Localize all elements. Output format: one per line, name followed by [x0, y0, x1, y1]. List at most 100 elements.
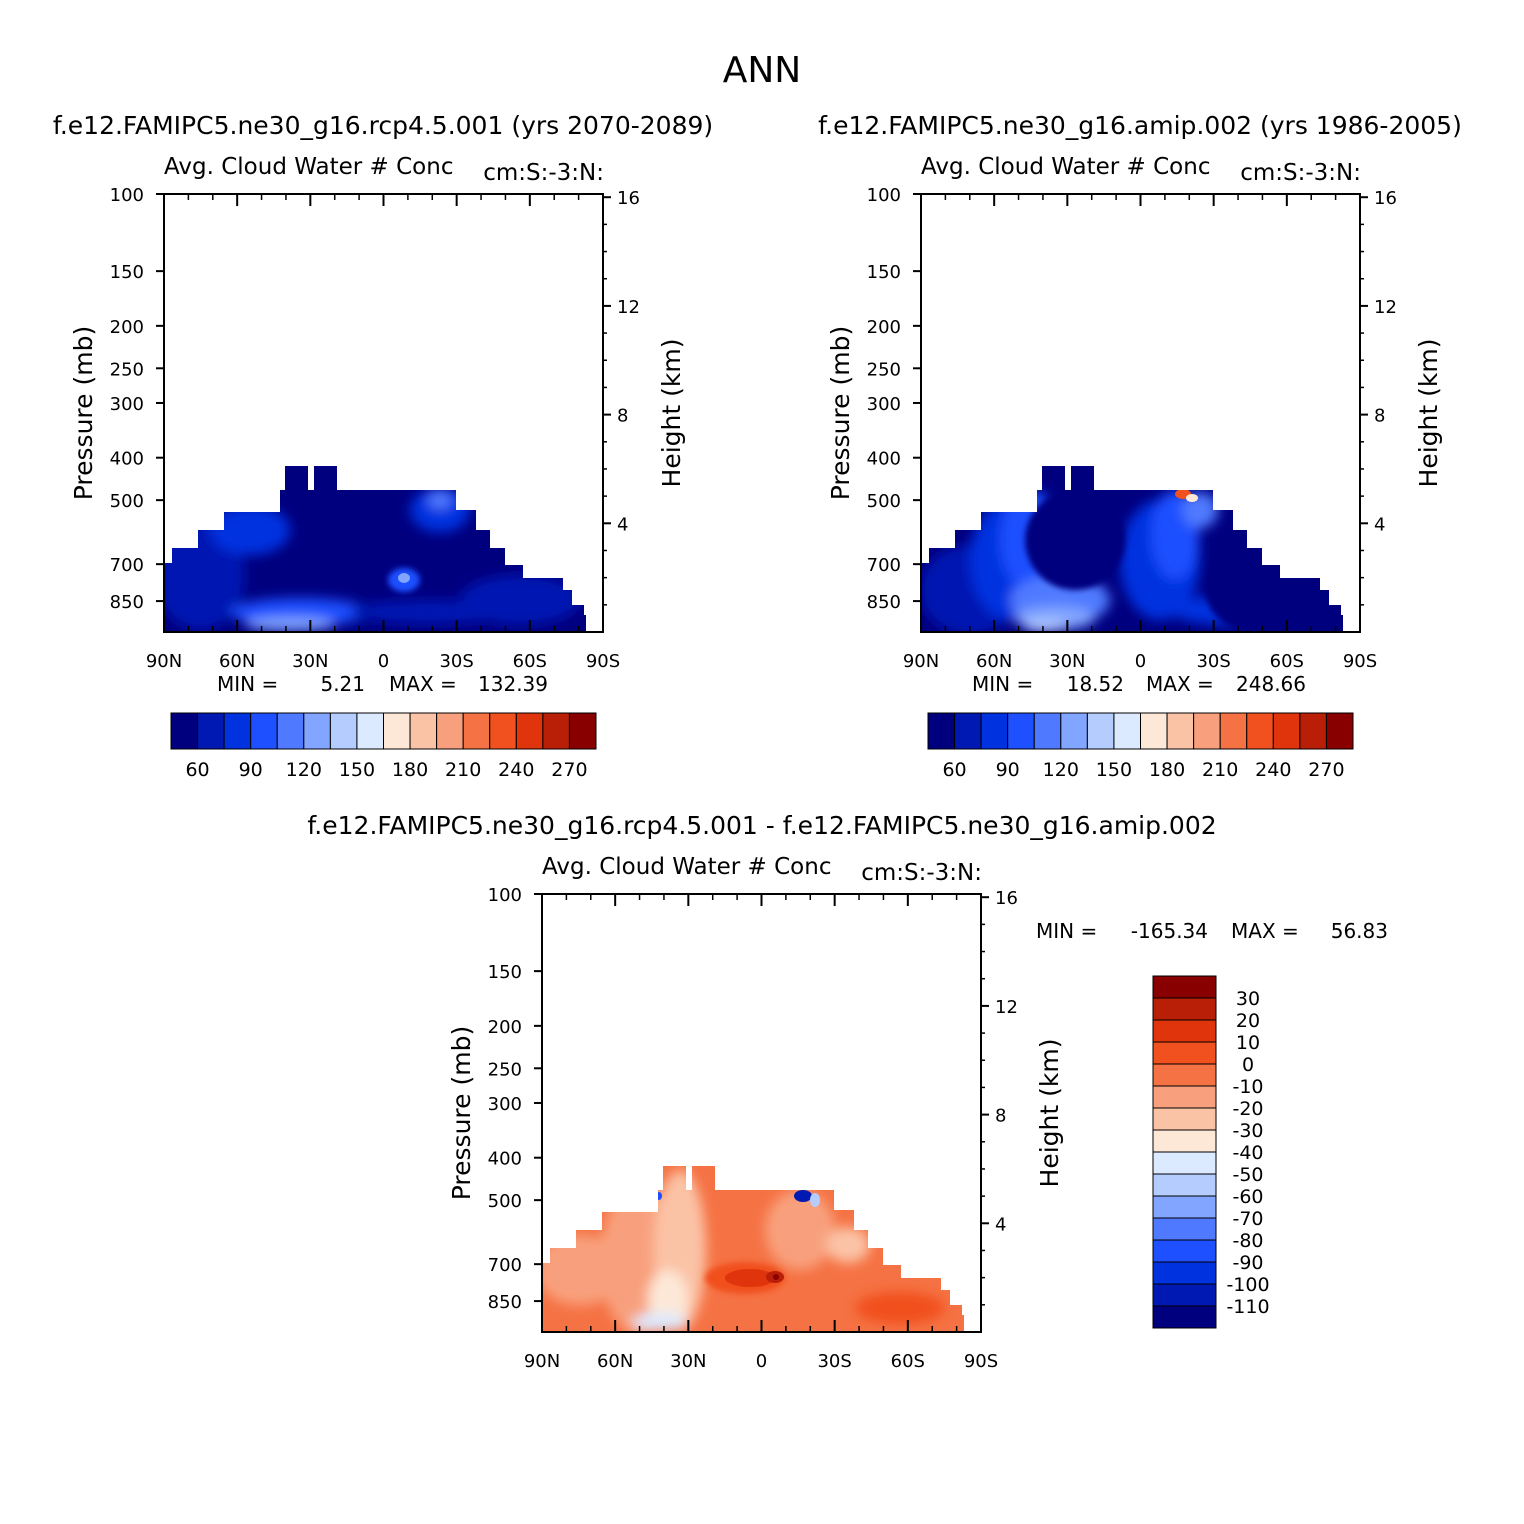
latitude-tick-label: 60S	[1270, 651, 1304, 672]
colorbar: 60 90 120 150 180 210 240 270	[927, 712, 1354, 781]
colorbar-box	[1033, 712, 1062, 750]
pressure-tick-label: 250	[110, 359, 144, 380]
contour-field	[164, 466, 586, 632]
variable-label: Avg. Cloud Water # Conc	[921, 154, 1210, 180]
latitude-tick-label: 90N	[146, 651, 182, 672]
height-tick-label: 16	[617, 188, 640, 209]
pressure-tick-label: 700	[488, 1255, 522, 1276]
pressure-tick-label: 150	[867, 262, 901, 283]
latitude-tick-label: 30S	[439, 651, 473, 672]
latitude-tick-label: 0	[378, 651, 389, 672]
colorbar-label: -20	[1232, 1098, 1263, 1120]
colorbar-box	[409, 712, 438, 750]
colorbar-box	[1152, 1173, 1217, 1197]
colorbar-box	[568, 712, 597, 750]
pressure-tick-label: 400	[867, 449, 901, 470]
variable-label: Avg. Cloud Water # Conc	[542, 854, 831, 880]
pressure-tick-label: 100	[867, 185, 901, 206]
contour-region	[765, 1190, 835, 1270]
units-label: cm:S:-3:N:	[483, 160, 604, 186]
colorbar-label: 210	[445, 759, 481, 781]
colorbar-label: 90	[996, 759, 1020, 781]
contour-region	[773, 1274, 779, 1280]
colorbar-label: 60	[942, 759, 966, 781]
pressure-tick-label: 200	[867, 317, 901, 338]
colorbar-label: 120	[286, 759, 322, 781]
colorbar-box	[223, 712, 252, 750]
colorbar-box	[1152, 1261, 1217, 1285]
pressure-tick-label: 500	[110, 491, 144, 512]
pressure-tick-label: 300	[110, 394, 144, 415]
height-tick-label: 4	[1374, 514, 1385, 535]
pressure-axis: 100 150 200 250 300 400 500 700 850	[488, 885, 542, 1313]
pressure-tick-label: 100	[488, 885, 522, 906]
colorbar-box	[303, 712, 331, 750]
pressure-tick-label: 700	[867, 555, 901, 576]
colorbar-label: 60	[185, 759, 209, 781]
colorbar-label: 0	[1242, 1054, 1254, 1076]
contour-region	[1186, 494, 1198, 502]
latitude-axis: 90N 60N 30N 0 30S 60S 90S	[524, 894, 998, 1372]
colorbar-label: 120	[1043, 759, 1079, 781]
y2-axis-label: Height (km)	[1035, 1039, 1064, 1188]
colorbar-label: -110	[1226, 1296, 1269, 1318]
min-value: 5.21	[320, 672, 365, 696]
min-value: 18.52	[1067, 672, 1124, 696]
latitude-axis: 90N 60N 30N 0 30S 60S 90S	[903, 194, 1377, 672]
contour-region	[855, 1292, 945, 1324]
colorbar-box	[329, 712, 358, 750]
colorbar-box	[1152, 1063, 1217, 1087]
colorbar-box	[1272, 712, 1301, 750]
pressure-tick-label: 200	[488, 1017, 522, 1038]
pressure-tick-label: 250	[488, 1059, 522, 1080]
pressure-axis: 100 150 200 250 300 400 500 700 850	[867, 185, 921, 613]
latitude-tick-label: 0	[756, 1351, 767, 1372]
colorbar-label: 270	[1308, 759, 1344, 781]
colorbar-label: 20	[1236, 1010, 1260, 1032]
pressure-axis: 100 150 200 250 300 400 500 700 850	[110, 185, 164, 613]
colorbar-label: -70	[1232, 1208, 1263, 1230]
colorbar-box	[170, 712, 199, 750]
units-label: cm:S:-3:N:	[1240, 160, 1361, 186]
contour-region	[826, 1227, 870, 1263]
height-axis: 16 12 8 4	[1360, 188, 1397, 606]
max-value: 132.39	[478, 672, 548, 696]
height-axis: 16 12 8 4	[981, 888, 1018, 1306]
colorbar-box	[197, 712, 225, 750]
colorbar-box	[1299, 712, 1327, 750]
latitude-tick-label: 60S	[891, 1351, 925, 1372]
contour-region	[725, 1269, 775, 1287]
y-axis-label: Pressure (mb)	[447, 1026, 476, 1200]
height-tick-label: 12	[617, 297, 640, 318]
colorbar-box	[1060, 712, 1088, 750]
colorbar-box	[1152, 1217, 1217, 1241]
colorbar-box	[1152, 997, 1217, 1021]
panel-model: f.e12.FAMIPC5.ne30_g16.rcp4.5.001 (yrs 2…	[53, 111, 713, 781]
y-axis-label: Pressure (mb)	[69, 326, 98, 500]
contour-region	[632, 1313, 688, 1331]
latitude-tick-label: 0	[1135, 651, 1146, 672]
variable-label: Avg. Cloud Water # Conc	[164, 154, 453, 180]
latitude-tick-label: 90N	[524, 1351, 560, 1372]
pressure-tick-label: 850	[488, 1292, 522, 1313]
panel-title: f.e12.FAMIPC5.ne30_g16.rcp4.5.001 (yrs 2…	[53, 111, 713, 140]
colorbar-box	[515, 712, 544, 750]
colorbar-box	[1152, 1283, 1217, 1307]
panel-diff: f.e12.FAMIPC5.ne30_g16.rcp4.5.001 - f.e1…	[307, 811, 1388, 1372]
colorbar-box	[1152, 1019, 1217, 1043]
latitude-tick-label: 90N	[903, 651, 939, 672]
latitude-tick-label: 30N	[1049, 651, 1085, 672]
pressure-tick-label: 500	[488, 1191, 522, 1212]
colorbar-label: 150	[339, 759, 375, 781]
colorbar: 3020100-10-20-30-40-50-60-70-80-90-100-1…	[1152, 975, 1270, 1329]
pressure-tick-label: 150	[488, 962, 522, 983]
contour-region	[810, 1193, 820, 1207]
colorbar-box	[980, 712, 1009, 750]
colorbar-box	[1166, 712, 1195, 750]
latitude-tick-label: 60N	[976, 651, 1012, 672]
max-label: MAX =	[1146, 672, 1214, 696]
colorbar-box	[1152, 1041, 1217, 1065]
contour-region	[1205, 545, 1325, 632]
latitude-tick-label: 60N	[219, 651, 255, 672]
